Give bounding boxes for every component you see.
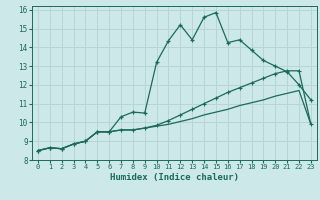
X-axis label: Humidex (Indice chaleur): Humidex (Indice chaleur) <box>110 173 239 182</box>
